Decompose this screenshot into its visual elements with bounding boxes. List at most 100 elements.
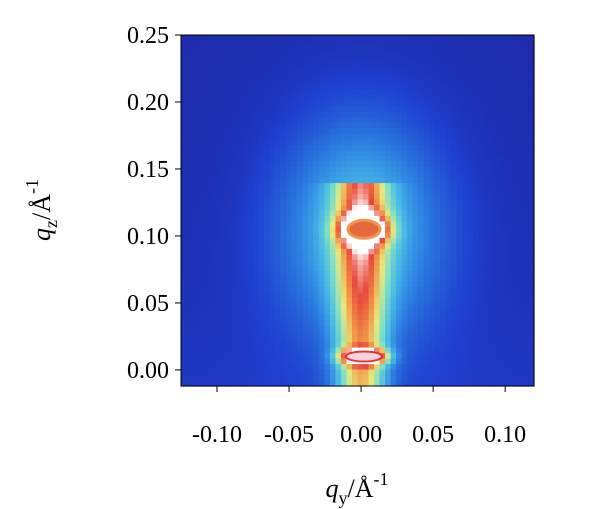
heatmap-cell: [484, 243, 491, 250]
heatmap-cell: [329, 210, 337, 217]
heatmap-cell: [478, 183, 485, 190]
heatmap-cell: [495, 183, 502, 190]
heatmap-cell: [407, 254, 414, 261]
heatmap-cell: [280, 342, 287, 349]
heatmap-cell: [511, 161, 519, 168]
heatmap-cell: [379, 243, 386, 250]
heatmap-cell: [368, 144, 375, 151]
heatmap-cell: [500, 62, 508, 69]
heatmap-cell: [203, 67, 210, 74]
heatmap-cell: [302, 303, 309, 310]
heatmap-cell: [456, 380, 463, 387]
heatmap-cell: [285, 237, 292, 244]
heatmap-cell: [500, 128, 508, 135]
heatmap-cell: [340, 128, 348, 135]
heatmap-cell: [440, 259, 447, 266]
heatmap-cell: [528, 358, 535, 365]
heatmap-cell: [225, 117, 232, 124]
heatmap-cell: [445, 166, 452, 173]
heatmap-cell: [478, 248, 485, 255]
heatmap-cell: [291, 265, 298, 272]
heatmap-cell: [445, 320, 452, 327]
y-axis-label-symbol: q: [27, 228, 56, 241]
heatmap-cell: [192, 78, 199, 85]
heatmap-cell: [418, 215, 425, 223]
heatmap-cell: [478, 336, 485, 343]
heatmap-cell: [263, 331, 270, 338]
heatmap-cell: [396, 122, 403, 129]
heatmap-cell: [181, 40, 188, 47]
heatmap-cell: [407, 73, 414, 80]
heatmap-cell: [357, 194, 364, 201]
heatmap-cell: [390, 183, 397, 190]
heatmap-cell: [500, 122, 508, 129]
heatmap-cell: [495, 364, 502, 371]
heatmap-cell: [440, 51, 447, 58]
heatmap-cell: [230, 298, 237, 305]
heatmap-cell: [247, 303, 254, 310]
heatmap-cell: [340, 248, 348, 255]
heatmap-cell: [440, 248, 447, 255]
heatmap-cell: [208, 95, 215, 102]
heatmap-cell: [208, 100, 215, 107]
heatmap-cell: [269, 270, 276, 277]
heatmap-cell: [340, 375, 348, 382]
heatmap-cell: [434, 155, 441, 162]
heatmap-cell: [462, 177, 469, 184]
heatmap-cell: [522, 347, 530, 354]
heatmap-cell: [274, 232, 281, 239]
heatmap-cell: [522, 314, 530, 321]
heatmap-cell: [307, 254, 314, 261]
heatmap-cell: [396, 347, 403, 354]
heatmap-cell: [263, 215, 270, 223]
heatmap-cell: [252, 364, 259, 371]
heatmap-cell: [203, 205, 210, 212]
heatmap-cell: [186, 89, 193, 96]
heatmap-cell: [313, 183, 320, 190]
heatmap-cell: [495, 298, 502, 305]
heatmap-cell: [263, 320, 270, 327]
heatmap-cell: [280, 122, 287, 129]
heatmap-cell: [467, 133, 474, 140]
heatmap-cell: [263, 100, 270, 107]
heatmap-cell: [230, 221, 237, 228]
heatmap-cell: [407, 380, 414, 387]
heatmap-cell: [511, 364, 519, 371]
heatmap-cell: [302, 287, 309, 294]
heatmap-cell: [313, 303, 320, 310]
heatmap-cell: [363, 342, 370, 349]
heatmap-cell: [385, 314, 392, 321]
heatmap-cell: [225, 67, 232, 74]
heatmap-cell: [528, 150, 535, 157]
heatmap-cell: [214, 281, 221, 288]
heatmap-cell: [307, 292, 314, 299]
heatmap-cell: [236, 281, 243, 288]
heatmap-cell: [434, 298, 441, 305]
heatmap-cell: [489, 221, 496, 228]
heatmap-cell: [263, 35, 270, 42]
heatmap-cell: [385, 336, 392, 343]
heatmap-cell: [296, 155, 303, 162]
heatmap-cell: [440, 40, 447, 47]
heatmap-cell: [291, 78, 298, 85]
heatmap-cell: [247, 232, 254, 239]
heatmap-cell: [324, 122, 331, 129]
heatmap-cell: [473, 353, 480, 360]
heatmap-cell: [473, 342, 480, 349]
heatmap-cell: [258, 35, 265, 42]
heatmap-cell: [302, 111, 309, 118]
heatmap-cell: [445, 35, 452, 42]
heatmap-cell: [214, 287, 221, 294]
heatmap-cell: [440, 347, 447, 354]
heatmap-cell: [285, 51, 292, 58]
heatmap-cell: [418, 67, 425, 74]
heatmap-cell: [252, 183, 259, 190]
heatmap-cell: [385, 51, 392, 58]
heatmap-cell: [208, 364, 215, 371]
heatmap-cell: [335, 45, 342, 53]
heatmap-cell: [296, 364, 303, 371]
heatmap-cell: [258, 84, 265, 91]
heatmap-cell: [269, 314, 276, 321]
heatmap-cell: [197, 51, 204, 58]
heatmap-cell: [329, 380, 337, 387]
